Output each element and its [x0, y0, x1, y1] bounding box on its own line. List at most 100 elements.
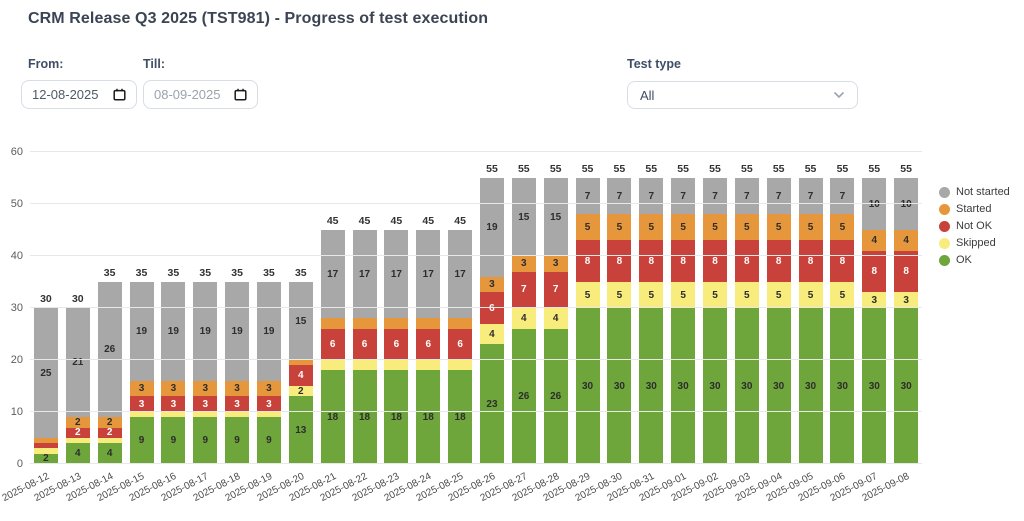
bar[interactable]: 17 6 18 [448, 230, 473, 464]
bar[interactable]: 26 2 2 4 [97, 282, 122, 464]
segment-not-ok[interactable]: 6 [384, 328, 409, 361]
segment-not-ok[interactable]: 8 [734, 240, 759, 282]
segment-started[interactable] [288, 360, 313, 366]
segment-ok[interactable]: 18 [384, 370, 409, 464]
segment-started[interactable]: 5 [607, 214, 632, 241]
segment-ok[interactable]: 30 [639, 308, 664, 464]
segment-not-started[interactable]: 7 [734, 178, 759, 215]
segment-started[interactable] [448, 318, 473, 329]
segment-not-ok[interactable]: 3 [225, 396, 250, 413]
bar[interactable]: 10 4 8 3 30 [894, 178, 919, 464]
segment-not-ok[interactable]: 6 [352, 328, 377, 361]
bar[interactable]: 7 5 8 5 30 [671, 178, 696, 464]
segment-ok[interactable]: 9 [256, 417, 281, 464]
segment-ok[interactable]: 4 [97, 443, 122, 464]
segment-not-started[interactable]: 15 [543, 178, 568, 257]
segment-started[interactable]: 4 [862, 230, 887, 251]
segment-not-ok[interactable]: 8 [798, 240, 823, 282]
segment-not-ok[interactable]: 3 [129, 396, 154, 413]
segment-ok[interactable]: 2 [33, 453, 58, 464]
bar[interactable]: 19 3 3 9 [256, 282, 281, 464]
segment-not-started[interactable]: 7 [607, 178, 632, 215]
segment-not-ok[interactable]: 8 [862, 250, 887, 293]
segment-started[interactable]: 3 [511, 256, 536, 272]
segment-not-ok[interactable]: 3 [193, 396, 218, 413]
bar[interactable]: 7 5 8 5 30 [798, 178, 823, 464]
segment-ok[interactable]: 30 [575, 308, 600, 464]
segment-started[interactable]: 3 [225, 380, 250, 397]
segment-started[interactable]: 5 [575, 214, 600, 241]
segment-skipped[interactable] [33, 448, 58, 454]
legend-item-started[interactable]: Started [939, 203, 1010, 215]
segment-not-started[interactable]: 7 [830, 178, 855, 215]
segment-not-started[interactable]: 7 [766, 178, 791, 215]
bar[interactable]: 19 3 3 9 [193, 282, 218, 464]
legend-item-skipped[interactable]: Skipped [939, 237, 1010, 249]
bar[interactable]: 7 5 8 5 30 [734, 178, 759, 464]
segment-not-ok[interactable]: 8 [766, 240, 791, 282]
segment-not-ok[interactable]: 4 [288, 365, 313, 387]
bar[interactable]: 17 6 18 [384, 230, 409, 464]
segment-ok[interactable]: 4 [65, 443, 90, 464]
bar[interactable]: 17 6 18 [352, 230, 377, 464]
segment-skipped[interactable] [352, 360, 377, 371]
segment-ok[interactable]: 30 [607, 308, 632, 464]
segment-not-ok[interactable]: 8 [607, 240, 632, 282]
calendar-icon[interactable] [113, 88, 126, 101]
bar[interactable]: 19 3 3 9 [225, 282, 250, 464]
segment-skipped[interactable]: 5 [702, 282, 727, 308]
segment-skipped[interactable] [193, 412, 218, 418]
legend-item-ok[interactable]: OK [939, 254, 1010, 266]
segment-skipped[interactable] [225, 412, 250, 418]
test-type-select[interactable]: All [627, 81, 858, 109]
segment-not-ok[interactable]: 2 [97, 427, 122, 439]
segment-not-started[interactable]: 19 [479, 178, 504, 277]
segment-skipped[interactable] [320, 360, 345, 371]
segment-skipped[interactable]: 5 [607, 282, 632, 308]
segment-not-ok[interactable]: 8 [702, 240, 727, 282]
segment-skipped[interactable] [448, 360, 473, 371]
segment-started[interactable] [33, 438, 58, 444]
segment-skipped[interactable] [97, 438, 122, 444]
segment-ok[interactable]: 30 [734, 308, 759, 464]
segment-not-ok[interactable]: 3 [256, 396, 281, 413]
segment-ok[interactable]: 9 [161, 417, 186, 464]
segment-ok[interactable]: 23 [479, 344, 504, 464]
segment-not-ok[interactable]: 3 [161, 396, 186, 413]
segment-skipped[interactable]: 5 [734, 282, 759, 308]
segment-not-started[interactable]: 10 [894, 178, 919, 231]
segment-ok[interactable]: 26 [543, 328, 568, 464]
segment-ok[interactable]: 18 [320, 370, 345, 464]
segment-ok[interactable]: 13 [288, 396, 313, 464]
segment-skipped[interactable]: 3 [862, 292, 887, 308]
segment-started[interactable] [320, 318, 345, 329]
segment-started[interactable]: 5 [734, 214, 759, 241]
segment-not-started[interactable]: 17 [320, 230, 345, 319]
segment-not-started[interactable]: 10 [862, 178, 887, 231]
segment-not-started[interactable]: 19 [225, 282, 250, 381]
segment-skipped[interactable] [129, 412, 154, 418]
segment-started[interactable]: 5 [798, 214, 823, 241]
segment-ok[interactable]: 26 [511, 328, 536, 464]
segment-started[interactable] [352, 318, 377, 329]
segment-started[interactable]: 2 [97, 417, 122, 428]
bar[interactable]: 17 6 18 [320, 230, 345, 464]
segment-ok[interactable]: 30 [798, 308, 823, 464]
bar[interactable]: 7 5 8 5 30 [607, 178, 632, 464]
segment-skipped[interactable]: 2 [288, 386, 313, 397]
segment-not-ok[interactable]: 8 [639, 240, 664, 282]
bar[interactable]: 7 5 8 5 30 [830, 178, 855, 464]
segment-skipped[interactable]: 5 [766, 282, 791, 308]
segment-started[interactable]: 3 [193, 380, 218, 397]
segment-started[interactable] [384, 318, 409, 329]
segment-ok[interactable]: 18 [448, 370, 473, 464]
segment-skipped[interactable]: 5 [575, 282, 600, 308]
calendar-icon[interactable] [234, 88, 247, 101]
bar[interactable]: 19 3 6 4 23 [479, 178, 504, 464]
segment-started[interactable] [416, 318, 441, 329]
segment-started[interactable]: 5 [702, 214, 727, 241]
segment-ok[interactable]: 9 [193, 417, 218, 464]
bar[interactable]: 19 3 3 9 [129, 282, 154, 464]
segment-started[interactable]: 5 [639, 214, 664, 241]
segment-not-started[interactable]: 19 [129, 282, 154, 381]
